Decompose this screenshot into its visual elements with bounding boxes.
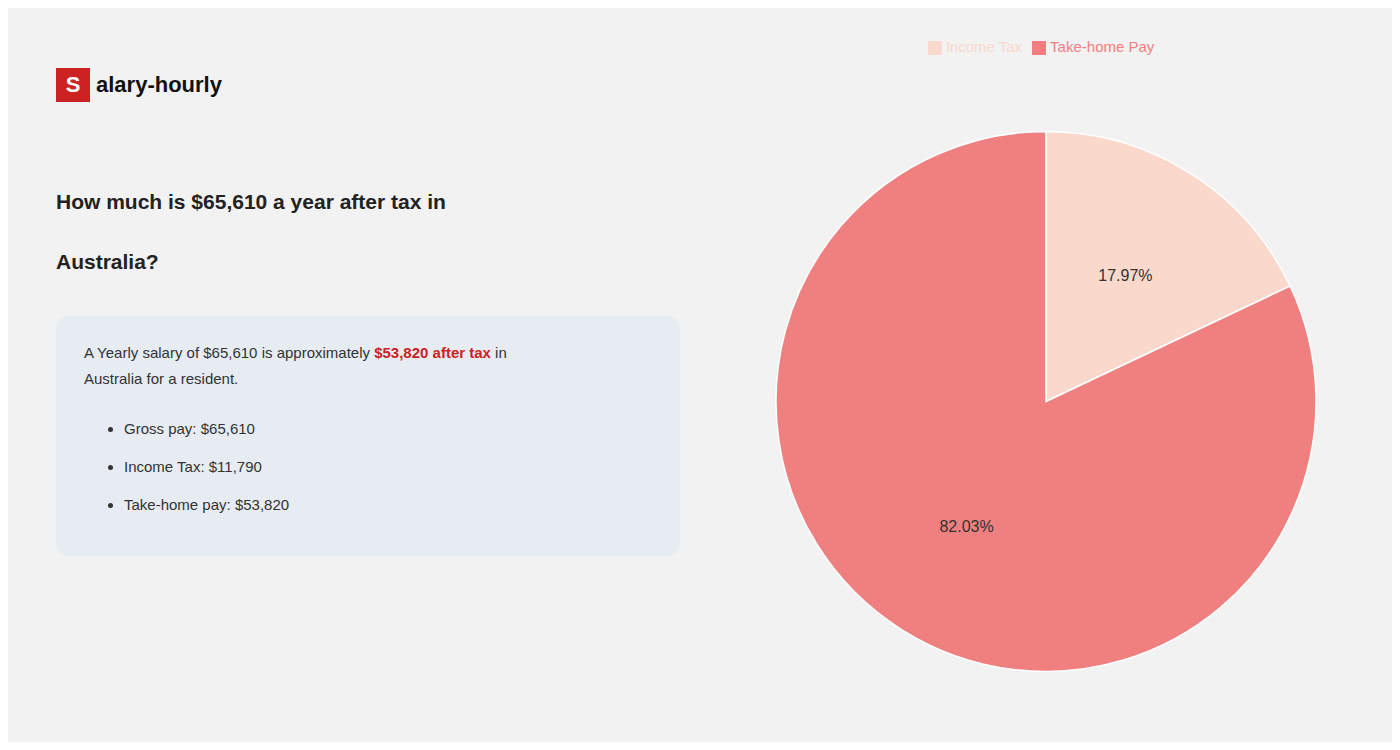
html-text:A Yearly salary of $65,610 is: A Yearly salary of $65,610 is approximat… [84,344,507,361]
html-text:Australia?: Australia? [56,250,159,273]
html-text:S: S [65,72,81,97]
html-text:How much is $65,610 a year aft: How much is $65,610 a year after tax in [56,190,446,213]
html-text:Gross pay: $65,610: Gross pay: $65,610 [124,420,255,437]
html-text:Take-home pay: $53,820: Take-home pay: $53,820 [124,496,290,513]
svg-text:17.97%: 17.97% [1098,267,1152,284]
html-text:alary-hourly: alary-hourly [96,72,222,97]
html-text:Australia for a resident.: Australia for a resident. [84,370,239,387]
html-text:Income Tax: Income Tax [945,38,1023,55]
html-text:Take-home Pay: Take-home Pay [1050,38,1155,55]
svg-text:82.03%: 82.03% [939,518,993,535]
html-text:Income Tax: $11,790: Income Tax: $11,790 [124,458,262,475]
